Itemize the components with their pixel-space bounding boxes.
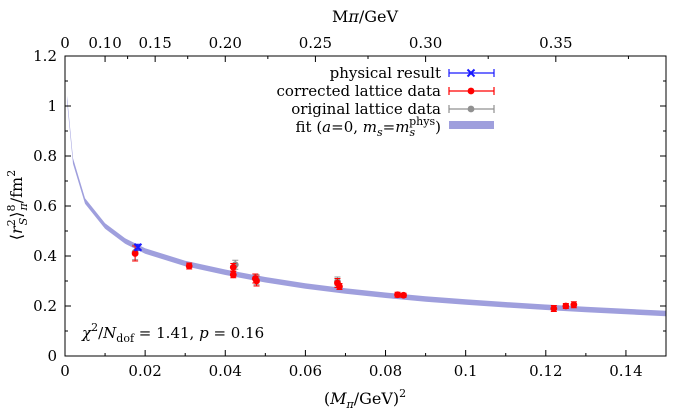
legend: physical result corrected lattice data o… (277, 64, 495, 139)
x-tick-label: 0.04 (209, 362, 242, 380)
corrected-data-point (185, 262, 193, 270)
marker-circle (131, 250, 139, 257)
marker-circle (550, 305, 558, 312)
y-axis-title: ⟨r2S⟩8π/fm2 (5, 170, 30, 240)
marker-circle (185, 262, 193, 270)
x-tick-label: 0.06 (289, 362, 322, 380)
top-tick-label: 0.35 (539, 34, 572, 52)
corrected-data-point (562, 302, 570, 310)
y-tick-label: 1 (47, 97, 57, 115)
corrected-data-point (229, 263, 237, 272)
x-axis-title: (Mπ/GeV)2 (324, 387, 406, 411)
x-tick-label: 0 (60, 362, 70, 380)
corrected-data-point (550, 305, 558, 312)
marker-circle (400, 291, 407, 299)
y-tick-label: 0.6 (33, 197, 57, 215)
y-tick-label: 0.8 (33, 147, 57, 165)
legend-label-physical: physical result (330, 64, 441, 82)
y-tick-label: 0 (47, 347, 57, 365)
top-axis-title: Mπ/GeV (332, 7, 399, 26)
x-tick-label: 0.08 (369, 362, 402, 380)
top-tick-label: 0.20 (209, 34, 242, 52)
marker-cross (133, 243, 143, 252)
axis-layer: 0 0.02 0.04 0.06 0.08 0.1 0.12 0.14 0 0.10 0.15 0.2… (33, 34, 666, 380)
marker-circle (394, 291, 401, 299)
top-tick-label: 0 (60, 34, 70, 52)
top-tick-label: 0.15 (138, 34, 171, 52)
y-tick-label: 1.2 (33, 47, 57, 65)
x-tick-label: 0.14 (609, 362, 642, 380)
marker-circle (229, 263, 237, 271)
marker-circle (336, 283, 343, 290)
corrected-data-point (570, 301, 578, 309)
data-layer (131, 243, 578, 312)
fit-quality-annotation: χ2/Ndof = 1.41, p = 0.16 (81, 321, 264, 345)
legend-label-original: original lattice data (291, 100, 441, 118)
y-tick-label: 0.4 (33, 247, 57, 265)
legend-symbol-original (448, 105, 495, 113)
legend-symbol-fit (449, 121, 494, 129)
marker-circle (253, 277, 260, 285)
physical-result-point (133, 243, 143, 252)
y-tick-label: 0.2 (33, 297, 57, 315)
x-tick-label: 0.1 (454, 362, 478, 380)
marker-circle (562, 302, 570, 310)
x-tick-label: 0.02 (128, 362, 161, 380)
legend-symbol-corrected (448, 87, 495, 95)
top-tick-label: 0.30 (409, 34, 442, 52)
corrected-data-point (253, 275, 260, 287)
corrected-data-point (229, 271, 237, 279)
legend-label-corrected: corrected lattice data (277, 82, 442, 100)
x-tick-label: 0.12 (529, 362, 562, 380)
corrected-data-point (394, 291, 401, 299)
corrected-data-point (336, 283, 343, 290)
marker-circle (570, 301, 578, 309)
legend-symbol-physical (448, 68, 495, 78)
legend-label-fit: fit (a=0, ms=msphys) (296, 115, 441, 139)
corrected-data-point (400, 291, 407, 299)
top-tick-label: 0.25 (299, 34, 332, 52)
marker-circle (229, 271, 237, 279)
top-tick-label: 0.10 (88, 34, 121, 52)
